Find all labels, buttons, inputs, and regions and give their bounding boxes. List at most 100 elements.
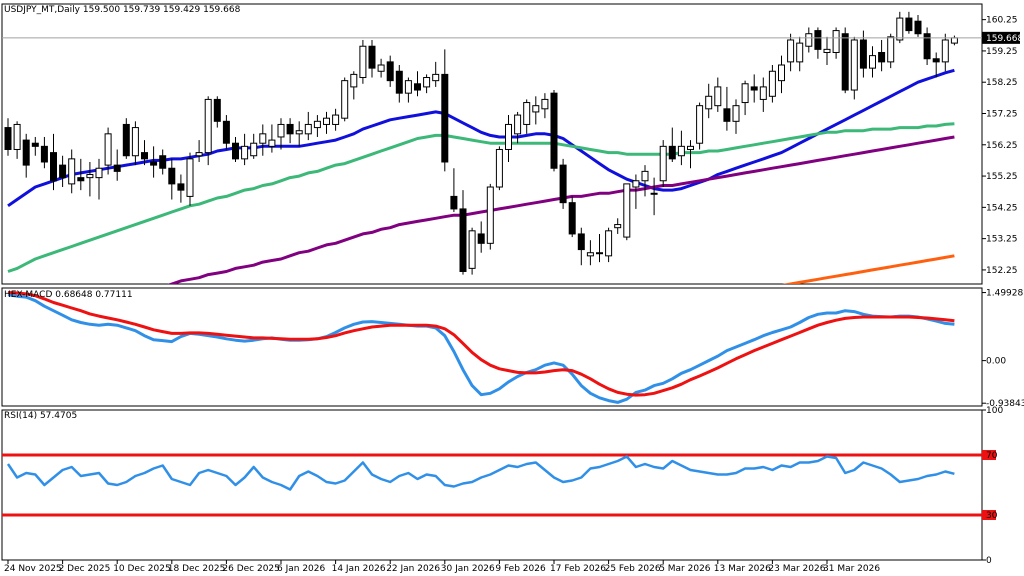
candle-body: [741, 83, 749, 104]
candle-body: [31, 142, 39, 147]
price-y-tick-label: 158.25: [986, 78, 1018, 88]
price-y-tick-label: 159.25: [986, 47, 1018, 57]
candle-body: [586, 252, 594, 257]
candle-body: [505, 123, 512, 150]
candle-body: [104, 133, 112, 166]
x-tick-label: 6 Jan 2026: [277, 564, 325, 574]
x-tick-label: 2 Dec 2025: [59, 564, 111, 574]
candle-body: [905, 17, 913, 32]
candle-body: [332, 114, 340, 125]
candle-body: [95, 167, 103, 179]
candle-body: [168, 167, 176, 185]
candle-body: [823, 48, 831, 53]
candle-body: [796, 42, 804, 63]
candle-body: [186, 158, 194, 197]
moving-average-line-2: [7, 122, 955, 273]
candle-body: [213, 98, 221, 122]
price-plot-area: [4, 11, 958, 284]
candle-body: [950, 37, 958, 44]
candle-body: [568, 202, 576, 235]
candle-body: [850, 39, 858, 91]
x-tick-label: 24 Nov 2025: [4, 564, 62, 574]
candle-body: [923, 33, 931, 60]
x-tick-label: 25 Feb 2026: [605, 564, 661, 574]
candle-body: [732, 105, 740, 122]
candle-body: [113, 164, 121, 172]
candle-body: [668, 145, 676, 160]
candle-body: [459, 208, 467, 272]
macd-frame: [1, 287, 983, 407]
candle-body: [705, 95, 713, 110]
candle-body: [377, 64, 385, 72]
rsi-pane-title: RSI(14) 57.4705: [4, 411, 77, 421]
price-pane-title: USDJPY_MT,Daily 159.500 159.739 159.429 …: [4, 5, 241, 15]
rsi-pane: 100 70 30 0: [1, 406, 1003, 566]
candle-body: [286, 123, 294, 135]
price-y-tick-label: 154.25: [986, 203, 1018, 213]
candle-body: [277, 123, 285, 138]
x-tick-label: 26 Dec 2025: [222, 564, 280, 574]
candle-body: [40, 145, 48, 163]
candle-body: [141, 152, 148, 160]
candle-body: [832, 30, 840, 53]
candle-body: [495, 148, 503, 188]
moving-average-line-4: [781, 254, 955, 284]
rsi-y-tick-label: 100: [986, 406, 1003, 416]
price-y-tick-label: 160.25: [986, 16, 1018, 26]
candle-body: [414, 83, 421, 91]
candle-body: [787, 39, 795, 63]
x-tick-label: 22 Jan 2026: [386, 564, 440, 574]
candle-body: [514, 114, 522, 135]
candle-body: [932, 58, 940, 63]
candle-body: [359, 45, 367, 79]
candle-body: [614, 224, 622, 229]
candle-body: [869, 55, 876, 69]
rsi-level-tag: [982, 450, 996, 460]
candle-body: [550, 92, 558, 169]
macd-line-2: [7, 291, 955, 397]
price-y-tick-label: 156.25: [986, 141, 1018, 151]
candle-body: [596, 252, 603, 255]
x-tick-label: 31 Mar 2026: [823, 564, 880, 574]
candle-body: [232, 142, 239, 160]
candle-body: [768, 70, 776, 97]
current-price-label: 159.668: [986, 34, 1023, 44]
candle-body: [222, 120, 230, 144]
candle-body: [523, 102, 531, 125]
candle-body: [259, 133, 267, 144]
candle-body: [204, 98, 212, 154]
candle-body: [241, 145, 249, 160]
candle-body: [68, 158, 76, 185]
candle-body: [150, 161, 158, 166]
candle-body: [878, 51, 886, 63]
candle-body: [423, 77, 431, 88]
candle-body: [395, 70, 403, 94]
current-price-tag: [982, 31, 1020, 44]
candle-body: [687, 145, 694, 150]
candle-body: [841, 33, 849, 91]
candle-body: [941, 39, 949, 63]
macd-pane-title: HEX-MACD 0.68648 0.77111: [4, 290, 133, 300]
candle-body: [341, 80, 349, 119]
candle-body: [623, 183, 631, 238]
x-tick-label: 13 Mar 2026: [714, 564, 771, 574]
macd-line-1: [7, 293, 955, 404]
price-y-tick-label: 157.25: [986, 109, 1018, 119]
candle-body: [559, 164, 567, 204]
candle-body: [131, 127, 139, 157]
price-y-tick-label: 155.25: [986, 172, 1018, 182]
candle-body: [677, 145, 685, 157]
candle-body: [541, 98, 549, 110]
x-tick-label: 30 Jan 2026: [441, 564, 495, 574]
candle-body: [896, 17, 904, 41]
moving-average-line-3: [167, 135, 955, 284]
rsi-line-1: [6, 455, 955, 491]
price-pane: 160.25 159.25 158.25 157.25 156.25 155.25 154.…: [1, 3, 1023, 285]
candle-body: [532, 105, 540, 113]
candle-body: [632, 180, 640, 188]
candle-body: [177, 183, 185, 191]
candle-body: [432, 73, 440, 82]
candle-body: [650, 192, 658, 195]
candle-body: [477, 233, 485, 244]
